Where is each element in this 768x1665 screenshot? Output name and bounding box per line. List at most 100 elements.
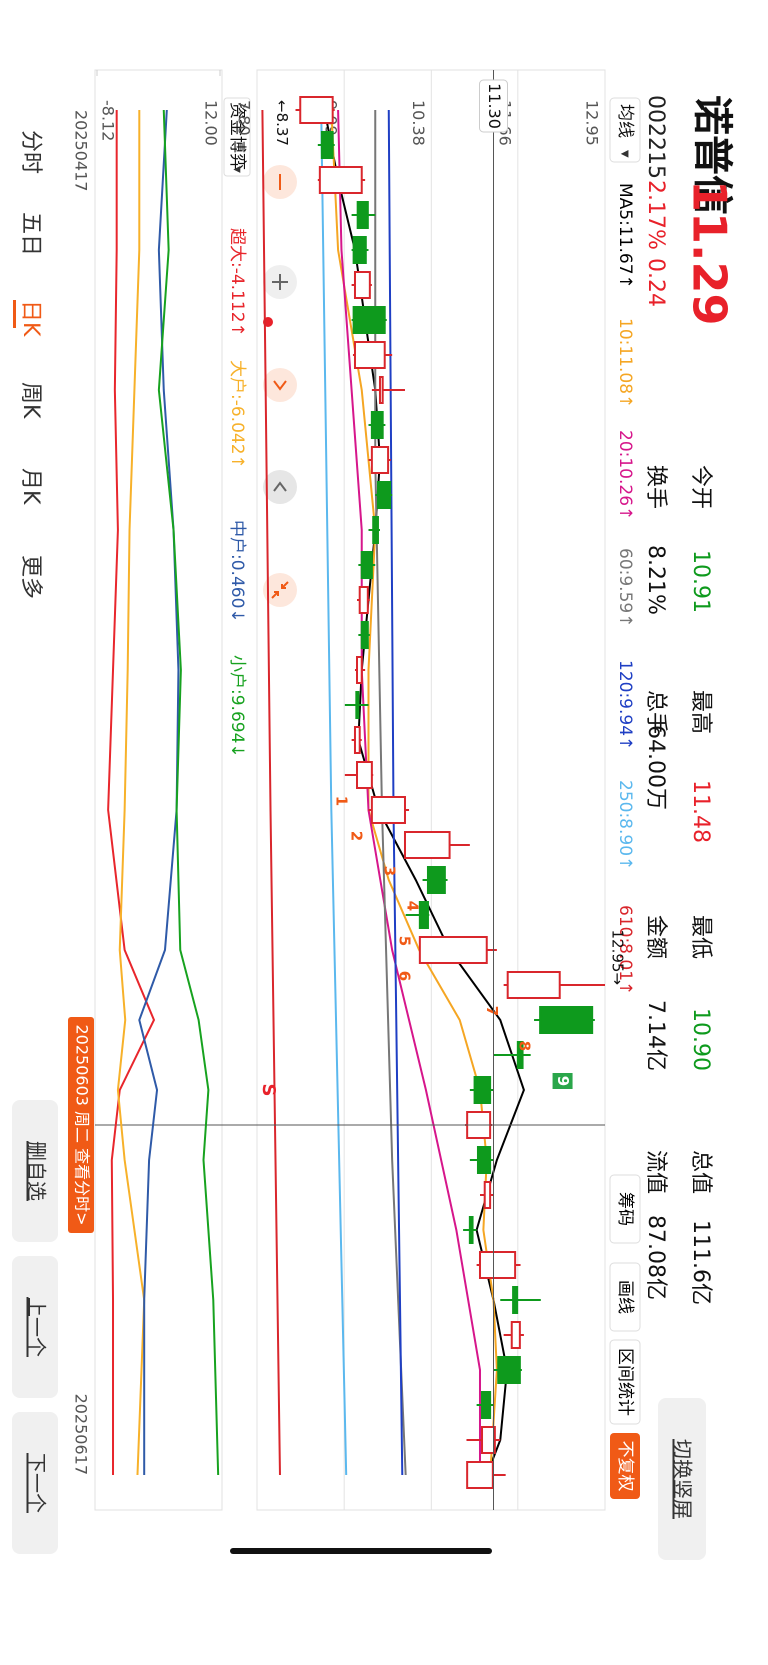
candle-body (473, 1076, 492, 1104)
stat-label: 最低 (688, 915, 713, 959)
candle-body (403, 831, 451, 859)
legend-entry: 10:11.08↑ (615, 318, 635, 408)
button[interactable] (12, 1100, 58, 1242)
line (107, 110, 156, 1475)
button[interactable] (12, 1412, 58, 1554)
crosshair-date: 20250603 周二 查看分时> (73, 1024, 92, 1225)
dropdown-icon: ▼ (232, 166, 242, 173)
tool-button[interactable] (609, 1339, 641, 1425)
stock-code: 002215 (643, 95, 668, 179)
tool-label[interactable]: 区间统计 (615, 1348, 635, 1416)
price: 11.29 (683, 180, 737, 326)
move-right[interactable] (263, 470, 297, 504)
legend-entry: 超大:-4.112↑ (227, 228, 247, 337)
move-left[interactable] (263, 368, 297, 402)
flow-select[interactable] (223, 97, 251, 177)
x-tick-label: 20250617 (72, 1394, 91, 1475)
switch-label[interactable]: 切换竖屏 (671, 1439, 695, 1519)
button-label[interactable]: 删自选 (25, 1141, 49, 1201)
indicator-label[interactable]: 均线 (615, 104, 635, 138)
tool-label[interactable]: 不复权 (615, 1441, 635, 1492)
marker-label: 1 (333, 796, 351, 806)
legend-entry: 610:8.01↑ (615, 905, 635, 995)
stat-value: 111.6亿 (688, 1220, 713, 1305)
stat-label: 总手 (643, 690, 668, 734)
candle-body (356, 761, 373, 789)
legend-entry: 20:10.26↑ (615, 430, 635, 520)
y-tick-label: 12.95 (583, 100, 602, 146)
button-label[interactable]: 下一个 (25, 1453, 49, 1513)
line (157, 109, 220, 1476)
flow-selector[interactable]: 资金博弈 (227, 102, 247, 170)
candle-body (320, 131, 334, 159)
marker-label: 3 (380, 866, 398, 876)
switch-button[interactable] (658, 1398, 706, 1560)
candle-body (510, 1321, 521, 1349)
candle-body (318, 166, 363, 194)
tool-label[interactable]: 画线 (615, 1280, 635, 1314)
candle-body (506, 971, 561, 999)
indicator-select[interactable] (609, 97, 641, 163)
tab[interactable]: 五日 (18, 212, 43, 256)
crosshair-date-box (68, 1017, 94, 1233)
candle-body (372, 516, 379, 544)
tab-active[interactable]: 日K (18, 300, 43, 337)
change: 0.24 (643, 258, 668, 307)
stat-value: 10.91 (688, 550, 713, 613)
tool-label[interactable]: 筹码 (615, 1192, 635, 1226)
tool-button[interactable] (610, 1433, 640, 1499)
stat-label: 今开 (688, 465, 713, 509)
candle-body (352, 306, 386, 334)
marker-label: 7 (483, 1006, 501, 1016)
button-label[interactable]: 上一个 (25, 1297, 49, 1357)
tab[interactable]: 月K (18, 468, 43, 505)
stats: 今开 10.91 换手 8.21% 最高 11.48 总手 64.00万 最低 … (643, 465, 713, 1305)
candle-body (418, 901, 429, 929)
candle-body (370, 796, 406, 824)
icon (272, 274, 288, 290)
tab[interactable]: 分时 (18, 130, 43, 174)
candle-body (426, 866, 446, 894)
line (387, 109, 404, 1476)
legend-entry: 60:9.59↑ (615, 548, 635, 627)
button[interactable] (12, 1256, 58, 1398)
candle-body (497, 1356, 521, 1384)
crosshair-price-box (479, 79, 509, 133)
tab[interactable]: 更多 (18, 555, 43, 599)
flow-frame (94, 69, 223, 1511)
y-tick-label: 10.38 (409, 100, 428, 146)
candle-body (481, 1426, 496, 1454)
collapse[interactable] (263, 573, 297, 607)
stat-label: 最高 (688, 690, 713, 734)
candle-body (378, 376, 384, 404)
legend-entry: 小户:9.694↓ (227, 655, 247, 758)
tool-button[interactable] (609, 1174, 641, 1244)
legend-entry: 120:9.94↑ (615, 660, 635, 750)
legend-entry: 中户:0.460↓ (227, 520, 247, 623)
stat-value: 7.14亿 (643, 1000, 668, 1071)
marker-label: 4 (403, 901, 421, 911)
icon (271, 581, 289, 599)
candle-body (356, 656, 363, 684)
candle-body (481, 1391, 492, 1419)
candle-body (483, 1181, 492, 1209)
legend-entry: 大户:-6.042↑ (227, 360, 247, 469)
candle-body (476, 1146, 492, 1174)
candle-body (352, 236, 367, 264)
candle-body (360, 551, 373, 579)
high-annotation: 12.95→ (609, 929, 627, 985)
crosshair-price: 11.30 (485, 83, 504, 129)
tool-button[interactable] (609, 1262, 641, 1332)
stat-value: 64.00万 (643, 725, 668, 810)
tab[interactable]: 周K (18, 382, 43, 419)
dropdown-icon: ▼ (619, 150, 630, 158)
candle-body (512, 1286, 519, 1314)
y-tick-label: 7.80 (235, 100, 254, 136)
stat-value: 87.08亿 (643, 1215, 668, 1300)
marker-box (552, 1073, 573, 1089)
marker-label: 5 (395, 936, 413, 946)
stat-value: 10.90 (688, 1008, 713, 1071)
candle-body (353, 726, 361, 754)
